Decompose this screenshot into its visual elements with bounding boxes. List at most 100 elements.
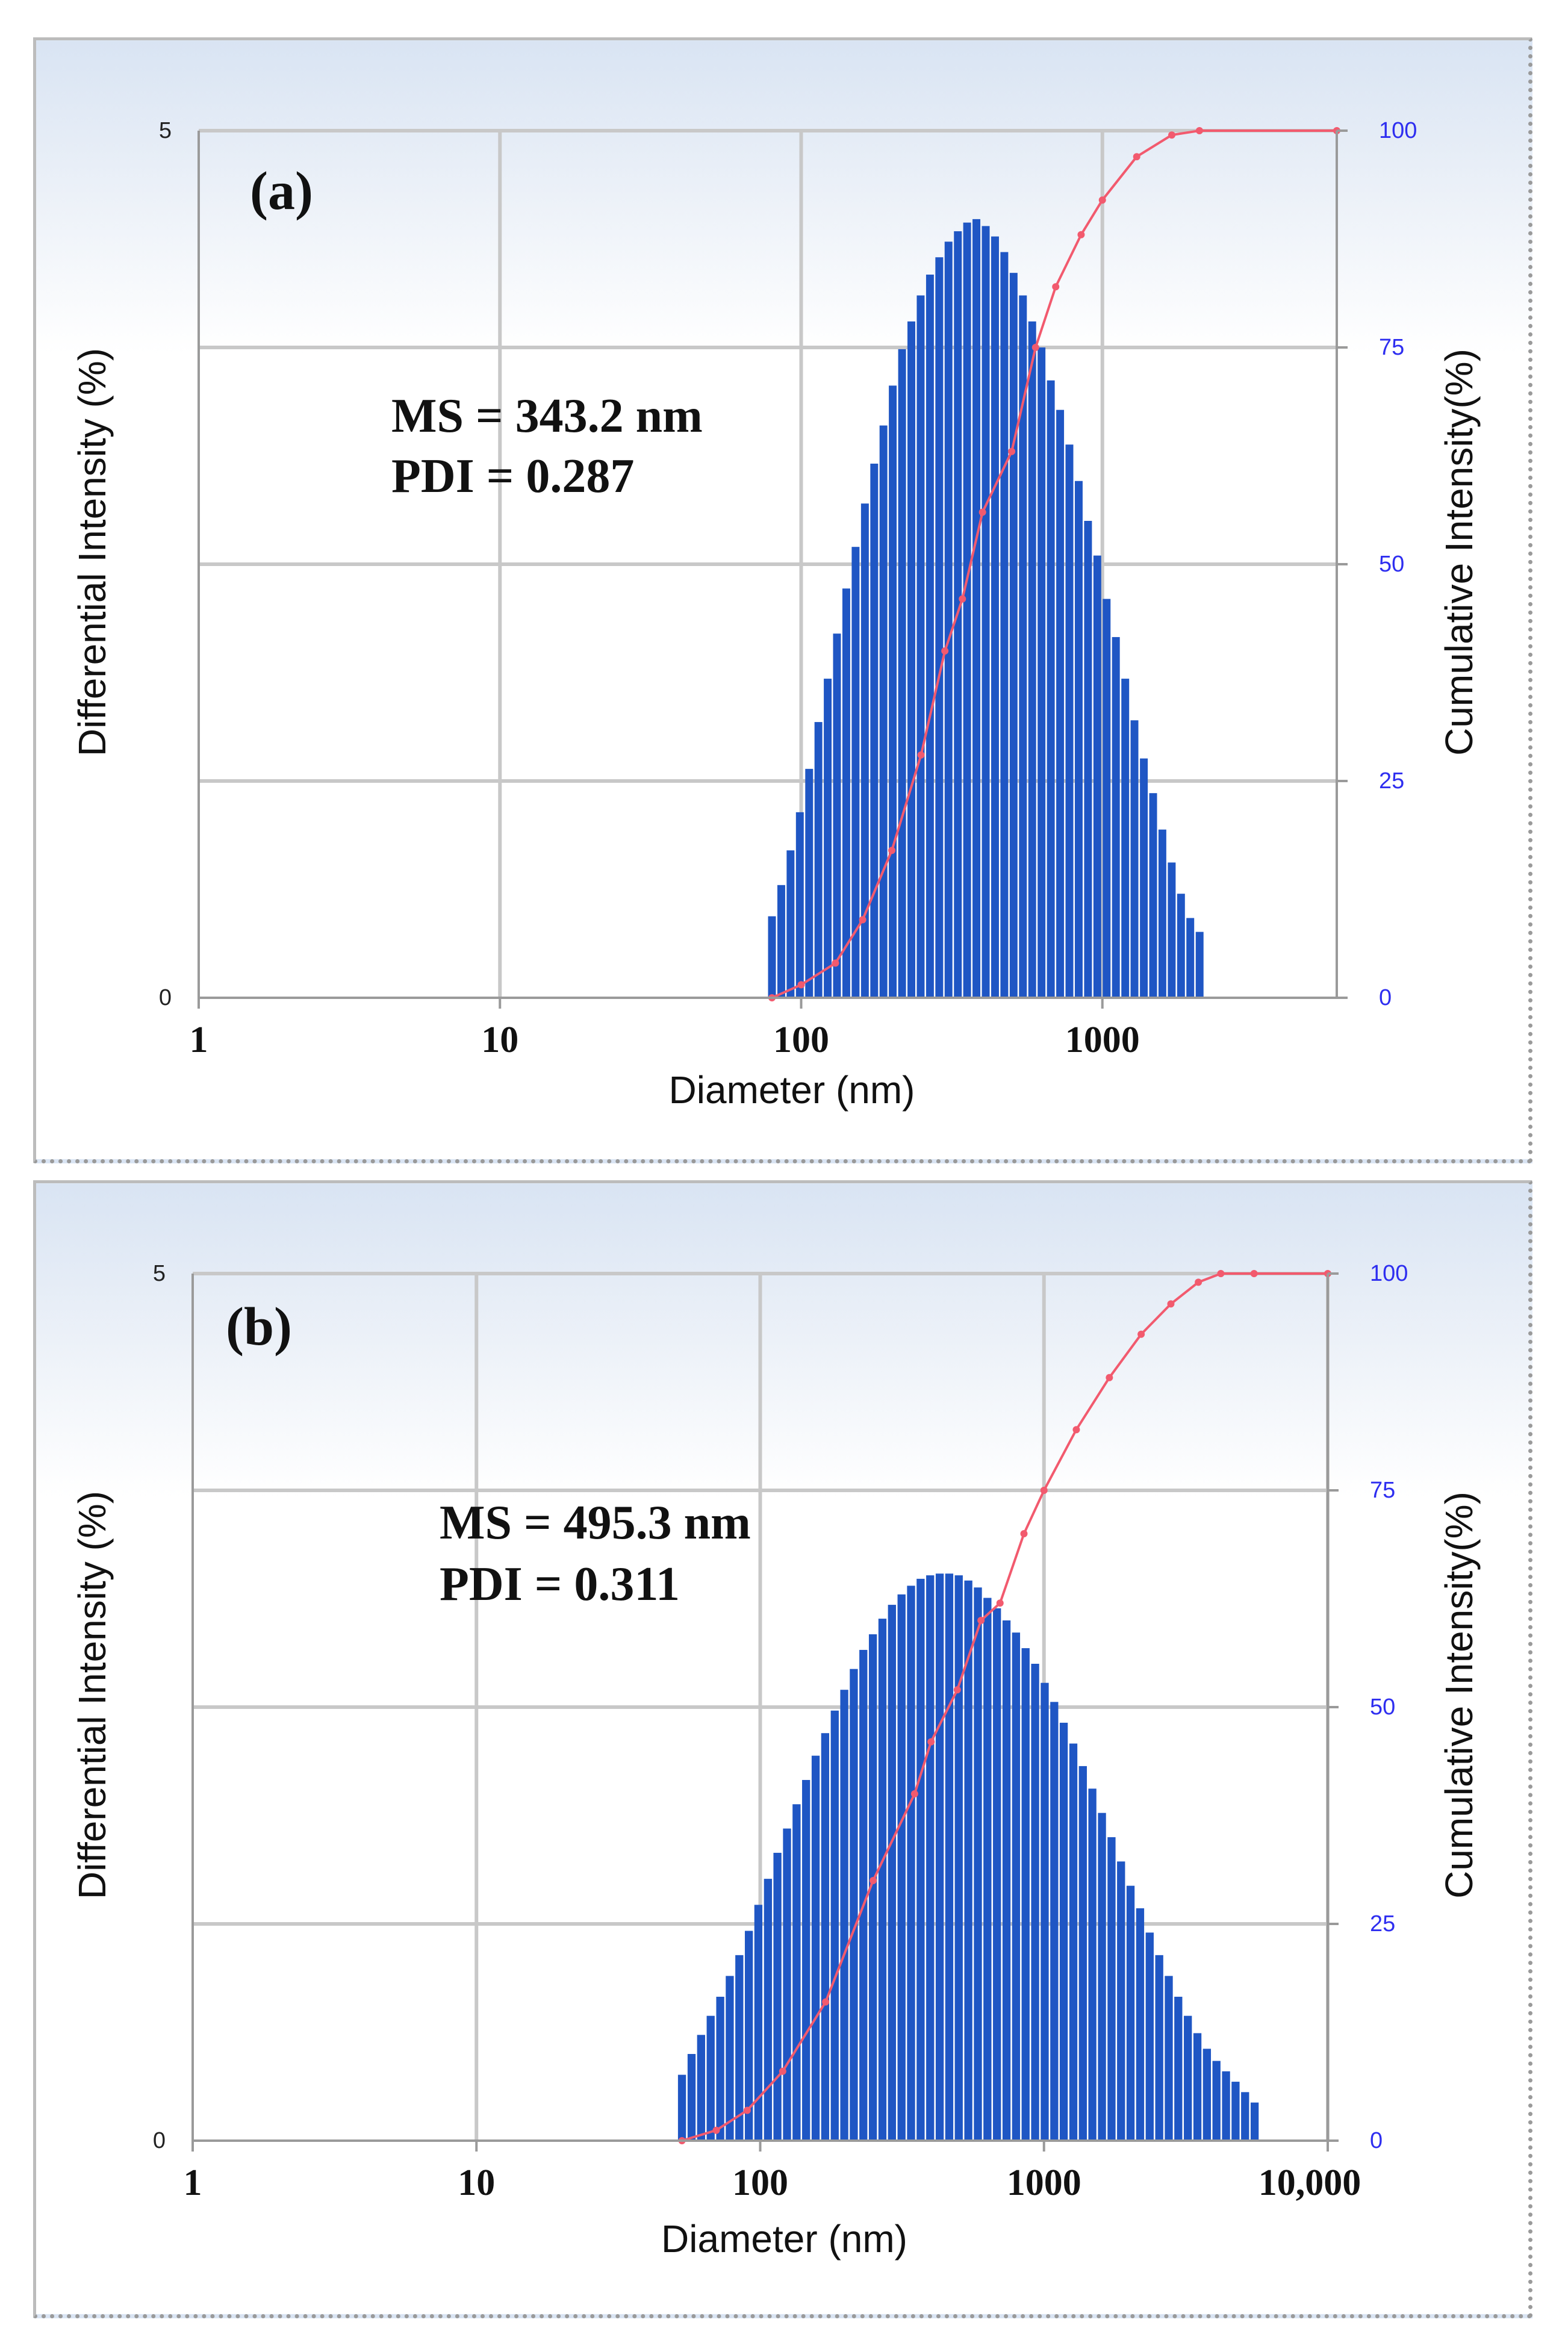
chart-a-cumulative-point [1195,127,1203,134]
chart-a-bar [1028,321,1036,998]
chart-b-bar [1050,1702,1059,2141]
chart-a-bar [935,257,944,998]
chart-b-bar [1250,2102,1259,2141]
chart-a-bar [889,385,897,998]
chart-b-bar [1012,1632,1021,2141]
chart-a-y2-tick-label: 0 [1379,985,1392,1010]
chart-a-y-tick-label: 5 [159,118,172,143]
chart-b-cumulative-point [996,1599,1004,1607]
chart-b-bar [1193,2033,1202,2141]
chart-b-x-tick-label: 10 [458,2162,495,2203]
chart-a-bar [1195,932,1204,998]
chart-b-bar [802,1779,810,2141]
chart-a-cumulative-point [978,508,986,516]
chart-a-bar [842,588,850,998]
chart-b-annotation: MS = 495.3 nm [440,1496,751,1549]
chart-a-bar [1177,894,1185,998]
chart-a-bar [860,503,869,998]
chart-b-cumulative-point [1217,1270,1225,1277]
chart-a-cumulative-point [1098,196,1106,204]
chart-a-annotation: MS = 343.2 nm [391,390,703,443]
chart-b-y2-axis-title: Cumulative Intensity(%) [1437,1492,1481,1899]
chart-b-bar [1165,1976,1173,2141]
chart-b-y-axis-title: Differential Intensity (%) [70,1491,114,1899]
chart-b-bar [697,2035,705,2141]
chart-b-y2-tick-label: 25 [1370,1911,1395,1937]
chart-b-y2-tick-label: 0 [1370,2128,1383,2153]
chart-a-bar [916,295,925,998]
chart-b-x-tick-label: 10,000 [1258,2162,1361,2203]
chart-a-cumulative-point [832,959,839,967]
chart-b-bar [1098,1813,1106,2141]
chart-a-bar [1093,555,1101,998]
chart-b-cumulative-point [779,2067,786,2075]
chart-b-cumulative-point [1167,1300,1175,1308]
chart-a-y2-axis-title: Cumulative Intensity(%) [1437,349,1481,756]
chart-b-cumulative-point [1072,1426,1080,1434]
chart-b-bar [830,1710,839,2141]
chart-b-bar [754,1905,763,2141]
chart-b-bar [1155,1955,1163,2141]
chart-a-bar [972,219,981,998]
chart-b-bar [1117,1861,1125,2141]
chart-a-bar [1130,720,1139,998]
chart-a-cumulative-point [1052,283,1060,291]
chart-a-x-tick-label: 10 [481,1019,518,1060]
chart-b-bar [1145,1932,1154,2141]
chart-b-bar [954,1575,963,2141]
chart-a-bar [851,547,860,998]
chart-b-bar [1041,1682,1049,2141]
chart-a-x-axis-title: Diameter (nm) [669,1068,915,1112]
chart-b-x-tick-label: 100 [732,2162,788,2203]
chart-a-panel-label: (a) [250,161,313,221]
chart-b-bar [1002,1620,1011,2141]
chart-a-bar [1074,481,1083,998]
chart-a-bar [879,425,888,998]
chart-a-cumulative-point [941,647,949,655]
chart-b-bar [888,1605,896,2141]
chart-a-y2-tick-label: 50 [1379,552,1404,577]
chart-b-bar [1231,2082,1240,2141]
chart-b-bar [1241,2092,1249,2141]
chart-b-x-axis-title: Diameter (nm) [661,2217,907,2261]
chart-b-bar [868,1634,877,2141]
chart-b-bar [1021,1648,1030,2141]
chart-a-annotation: PDI = 0.287 [391,450,634,503]
chart-a-bar [1009,273,1018,998]
chart-a-y-axis-title: Differential Intensity (%) [70,348,114,756]
chart-b-bar [792,1804,801,2141]
chart-a-bar [786,850,795,998]
chart-a-y-tick-label: 0 [159,985,172,1010]
chart-b-bar [783,1828,791,2141]
chart-b-bar [945,1573,954,2141]
chart-a-cumulative-point [888,847,896,854]
chart-a-bar [907,321,915,998]
chart-a-bar [1047,380,1055,998]
chart-b-cumulative-point [1106,1374,1113,1381]
chart-b-annotation: PDI = 0.311 [440,1558,680,1611]
chart-b-bar [964,1580,972,2141]
chart-a-bar [1168,862,1176,998]
chart-b-bar [897,1594,906,2141]
chart-a-bar [926,275,934,998]
chart-a-bar [824,679,832,998]
chart-b-y-tick-label: 5 [153,1261,166,1286]
chart-b-bar [983,1598,992,2141]
chart-a-x-tick-label: 100 [773,1019,829,1060]
chart-a-cumulative-line [771,129,1337,999]
chart-a-bar [795,812,804,998]
chart-a-bar [991,236,999,998]
chart-a-cumulative-point [959,595,966,603]
chart-b-cumulative-point [953,1686,961,1694]
chart-a-cumulative-point [1077,231,1085,238]
chart-b-bar [677,2074,686,2141]
chart-b-bar [1174,1996,1183,2141]
chart-b-bar [726,1976,734,2141]
chart-a-cumulative-point [1008,447,1016,455]
chart-a-cumulative-point [797,981,805,989]
chart-b-cumulative-point [927,1738,935,1746]
chart-b-cumulative-point [1020,1530,1028,1537]
chart-b-cumulative-point [1250,1270,1258,1277]
